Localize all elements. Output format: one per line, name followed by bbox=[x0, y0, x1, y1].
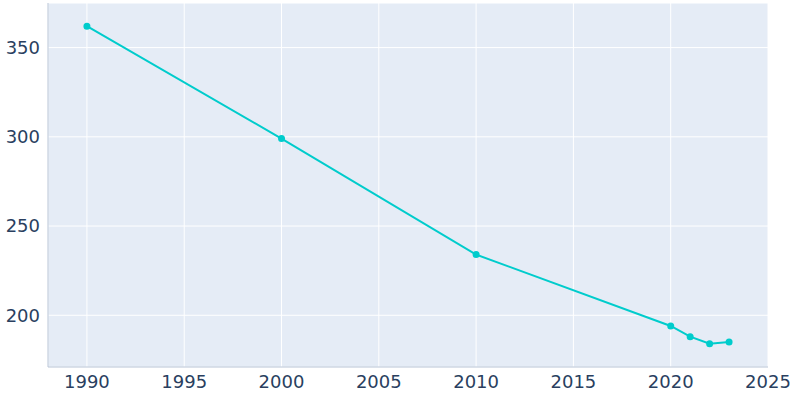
svg-text:1990: 1990 bbox=[64, 371, 110, 392]
svg-text:2005: 2005 bbox=[356, 371, 402, 392]
svg-text:250: 250 bbox=[8, 215, 40, 236]
svg-text:1995: 1995 bbox=[161, 371, 207, 392]
svg-text:2010: 2010 bbox=[453, 371, 499, 392]
svg-text:2015: 2015 bbox=[550, 371, 596, 392]
svg-text:350: 350 bbox=[8, 37, 40, 58]
svg-text:2025: 2025 bbox=[745, 371, 791, 392]
svg-text:300: 300 bbox=[8, 126, 40, 147]
svg-text:2020: 2020 bbox=[648, 371, 694, 392]
svg-text:200: 200 bbox=[8, 305, 40, 326]
svg-text:2000: 2000 bbox=[259, 371, 305, 392]
